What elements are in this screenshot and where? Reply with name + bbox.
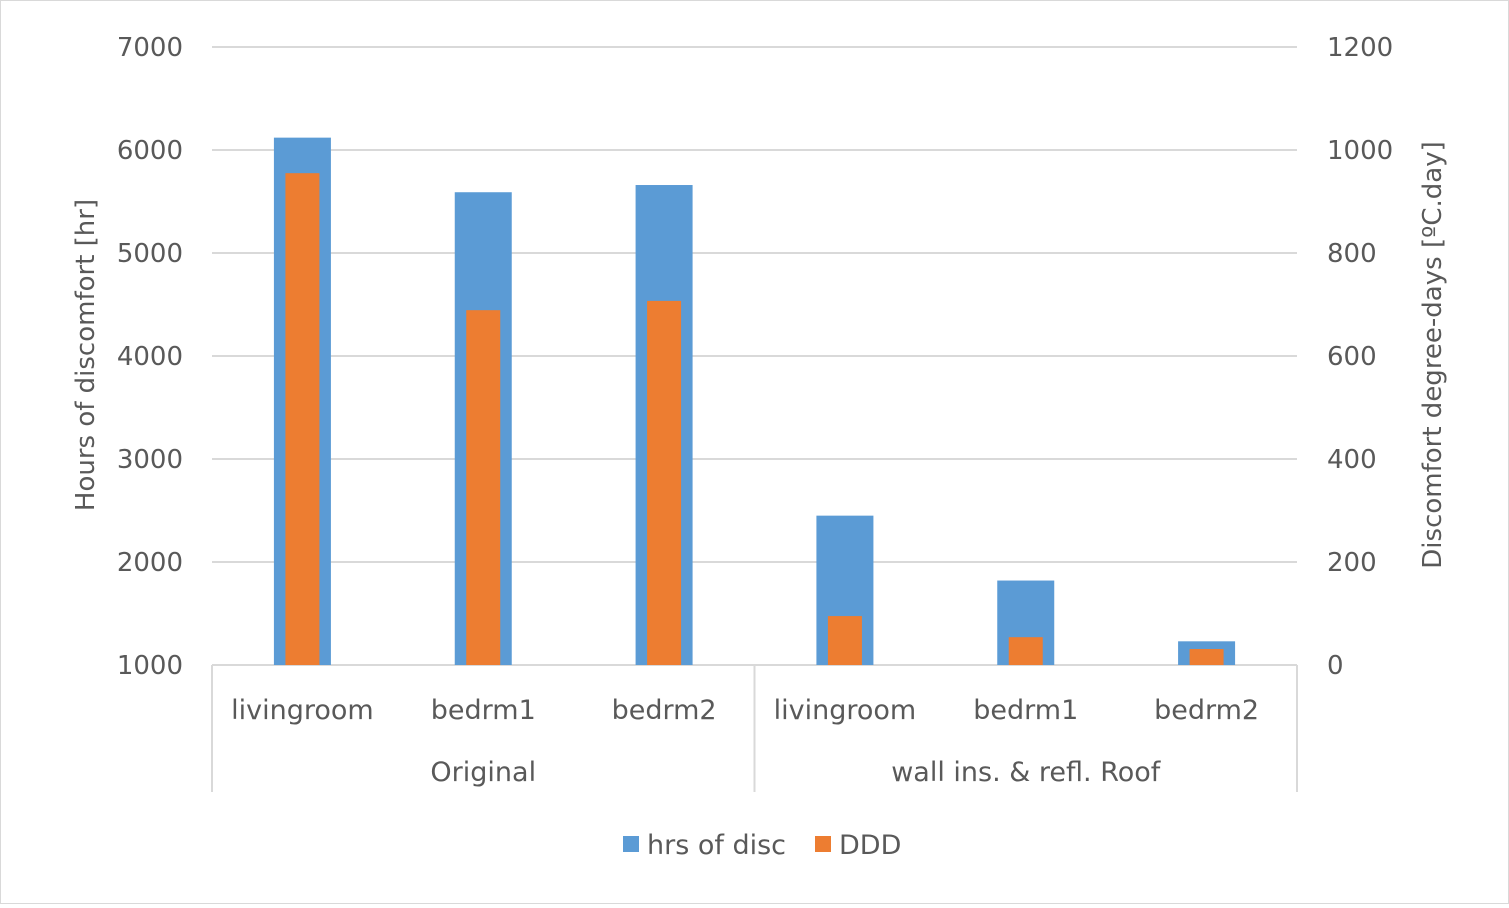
bars bbox=[273, 137, 1236, 666]
right-tick-label: 600 bbox=[1327, 342, 1377, 372]
group-label: wall ins. & refl. Roof bbox=[891, 757, 1162, 788]
bar-ddd bbox=[827, 616, 862, 665]
bar-ddd bbox=[1008, 637, 1043, 665]
category-label: bedrm2 bbox=[612, 695, 717, 726]
legend-swatch-hrs-of-disc bbox=[623, 836, 639, 852]
category-axis: livingroom bedrm1 bedrm2 livingroom bedrm1 be… bbox=[211, 665, 1298, 792]
bar-ddd bbox=[647, 300, 682, 665]
legend: hrs of disc DDD bbox=[623, 830, 901, 861]
left-tick-label: 5000 bbox=[117, 239, 183, 269]
left-axis-ticks: 1000 2000 3000 4000 5000 6000 7000 bbox=[117, 33, 183, 681]
right-tick-label: 400 bbox=[1327, 445, 1377, 475]
left-tick-label: 6000 bbox=[117, 136, 183, 166]
category-label: bedrm1 bbox=[973, 695, 1078, 726]
left-axis-title: Hours of discomfort [hr] bbox=[71, 199, 101, 511]
legend-label-ddd: DDD bbox=[839, 830, 901, 861]
right-tick-label: 800 bbox=[1327, 239, 1377, 269]
left-tick-label: 7000 bbox=[117, 33, 183, 63]
right-tick-label: 1200 bbox=[1327, 33, 1393, 63]
gridlines bbox=[212, 46, 1297, 666]
group-label: Original bbox=[430, 757, 536, 788]
bar-ddd bbox=[1189, 649, 1224, 665]
bar-ddd bbox=[285, 173, 320, 666]
category-label: bedrm1 bbox=[431, 695, 536, 726]
category-label: livingroom bbox=[231, 695, 374, 726]
right-axis-title: Discomfort degree-days [ºC.day] bbox=[1418, 141, 1448, 568]
right-tick-label: 1000 bbox=[1327, 136, 1393, 166]
left-tick-label: 2000 bbox=[117, 548, 183, 578]
bar-ddd bbox=[466, 310, 501, 665]
category-label: livingroom bbox=[774, 695, 917, 726]
left-tick-label: 4000 bbox=[117, 342, 183, 372]
category-label: bedrm2 bbox=[1154, 695, 1259, 726]
left-tick-label: 1000 bbox=[117, 651, 183, 681]
right-axis-ticks: 0 200 400 600 800 1000 1200 bbox=[1327, 33, 1393, 681]
right-tick-label: 200 bbox=[1327, 548, 1377, 578]
legend-swatch-ddd bbox=[815, 836, 831, 852]
left-tick-label: 3000 bbox=[117, 445, 183, 475]
legend-label-hrs-of-disc: hrs of disc bbox=[647, 830, 786, 861]
right-tick-label: 0 bbox=[1327, 651, 1344, 681]
